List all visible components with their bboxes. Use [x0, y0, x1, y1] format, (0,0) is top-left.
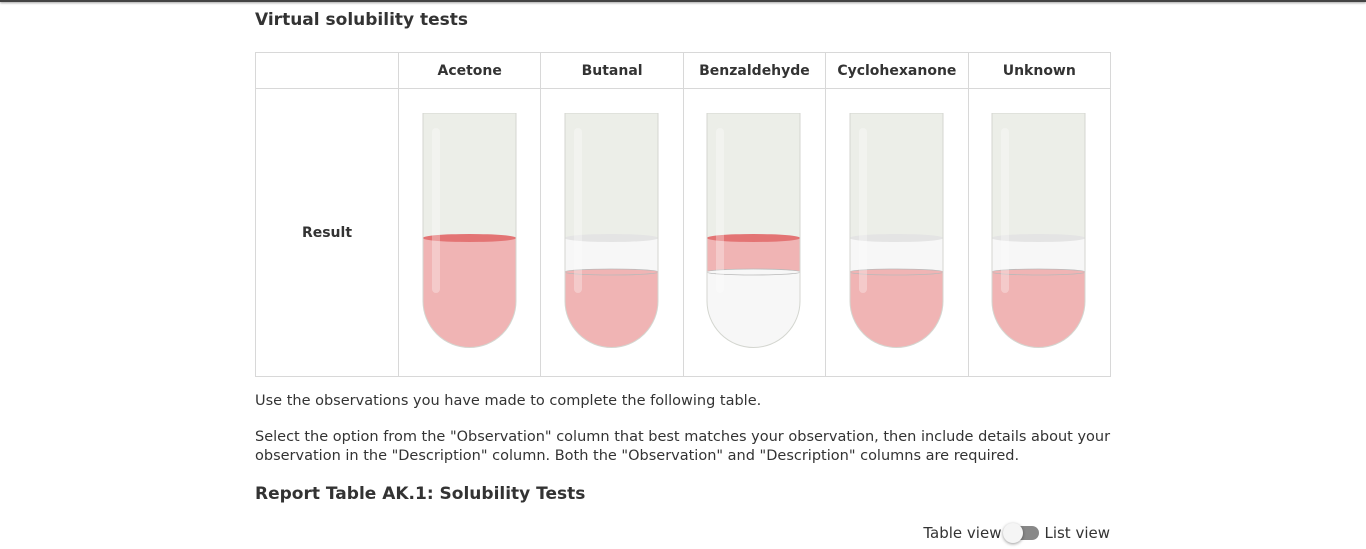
glare — [716, 127, 725, 293]
meniscus — [992, 233, 1086, 242]
toggle-label[interactable]: List view — [1044, 524, 1110, 542]
tube-outline — [564, 112, 659, 348]
instruction: Use the observations you have made to co… — [255, 393, 762, 409]
tube-outline — [991, 112, 1086, 348]
test-tube — [706, 112, 801, 348]
solubility-table: Acetone Butanal Benzaldehyde Cyclohexanone U… — [255, 52, 1112, 377]
toggle-switch[interactable] — [1003, 523, 1040, 543]
interface — [992, 268, 1086, 275]
lower-layer — [849, 271, 943, 347]
lower-layer — [992, 271, 1086, 347]
heading: Virtual solubility tests — [255, 10, 469, 30]
corner-cell — [255, 52, 399, 89]
result-cell — [967, 88, 1112, 377]
result-cell — [682, 88, 827, 377]
upper-layer — [565, 237, 659, 272]
glare — [431, 127, 440, 293]
row-label: Result — [255, 88, 399, 377]
result-cell — [397, 88, 542, 377]
lower-layer — [565, 271, 659, 347]
upper-layer — [992, 237, 1086, 272]
glare — [1001, 127, 1010, 293]
lower-layer — [707, 271, 801, 347]
column-header: Acetone — [397, 52, 542, 89]
top-bar — [0, 0, 1366, 2]
interface — [565, 268, 659, 275]
interface — [707, 268, 801, 275]
meniscus — [565, 233, 659, 242]
glare — [858, 127, 867, 293]
column-header: Butanal — [540, 52, 684, 89]
interface — [849, 268, 943, 275]
test-tube — [564, 112, 659, 348]
meniscus — [422, 233, 516, 242]
column-header: Cyclohexanone — [825, 52, 969, 89]
lower-layer — [422, 271, 516, 347]
upper-layer — [422, 237, 516, 272]
tube-outline — [706, 112, 801, 348]
result-cell — [825, 88, 969, 377]
column-header: Unknown — [967, 52, 1112, 89]
view-toggle: Table view List view — [923, 523, 1110, 543]
tube-outline — [849, 112, 944, 348]
test-tube — [991, 112, 1086, 348]
tube-outline — [422, 112, 517, 348]
upper-layer — [707, 237, 801, 272]
meniscus — [849, 233, 943, 242]
glare — [574, 127, 583, 293]
instruction: Select the option from the "Observation"… — [255, 429, 1111, 464]
result-cell — [540, 88, 684, 377]
column-header: Benzaldehyde — [682, 52, 827, 89]
result-row: Result — [255, 88, 1112, 377]
test-tube — [422, 112, 517, 348]
upper-layer — [849, 237, 943, 272]
test-tube — [849, 112, 944, 348]
meniscus — [707, 233, 801, 242]
report-title: Report Table AK.1: Solubility Tests — [255, 484, 586, 504]
toggle-label[interactable]: Table view — [923, 524, 1002, 542]
header-row: Acetone Butanal Benzaldehyde Cyclohexanone U… — [255, 52, 1112, 89]
